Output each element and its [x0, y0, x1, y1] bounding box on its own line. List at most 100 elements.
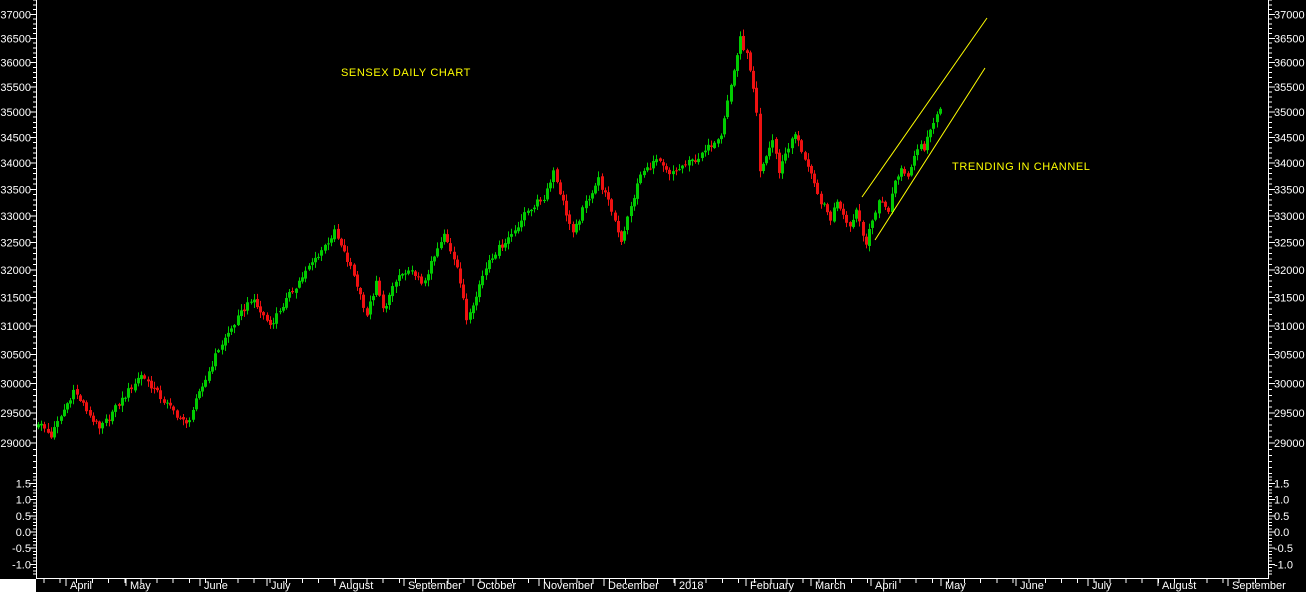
x-axis-month-label: December	[608, 580, 659, 592]
candle-body	[710, 145, 713, 147]
candle-body	[262, 312, 265, 316]
candle-body	[601, 176, 604, 190]
candle-body	[250, 301, 253, 303]
candle-body	[572, 224, 575, 233]
candle-body	[430, 261, 433, 274]
y-axis-label-right: 31000	[1274, 321, 1305, 333]
candle-body	[523, 212, 526, 221]
osc-axis-label-right: -1.0	[1274, 559, 1293, 571]
candle-body	[188, 420, 191, 423]
candle-body	[723, 118, 726, 135]
candle-body	[291, 291, 294, 293]
candle-body	[92, 415, 95, 422]
candle-body	[411, 270, 414, 272]
candle-body	[833, 207, 836, 222]
candle-body	[891, 193, 894, 213]
candle-body	[559, 182, 562, 195]
candle-body	[794, 134, 797, 140]
candle-body	[195, 398, 198, 410]
y-axis-label-left: 32000	[0, 265, 31, 277]
y-axis-label-right: 30500	[1274, 349, 1305, 361]
candle-body	[192, 409, 195, 420]
candle-body	[349, 262, 352, 266]
candle-body	[159, 390, 162, 400]
candle-body	[733, 70, 736, 86]
candle-body	[903, 169, 906, 174]
x-axis-month-label: July	[1092, 580, 1112, 592]
candle-body	[85, 402, 88, 412]
y-axis-label-left: 30500	[0, 349, 31, 361]
candle-body	[179, 417, 182, 419]
y-axis-label-left: 31000	[0, 321, 31, 333]
candle-body	[533, 207, 536, 210]
candle-body	[147, 379, 150, 382]
candle-body	[887, 207, 890, 212]
candle-body	[639, 174, 642, 184]
candle-body	[440, 242, 443, 249]
candle-body	[865, 236, 868, 245]
candle-body	[775, 138, 778, 154]
candle-body	[691, 159, 694, 162]
candle-body	[243, 309, 246, 312]
candle-body	[900, 168, 903, 177]
candle-body	[778, 152, 781, 173]
y-axis-label-right: 29000	[1274, 438, 1305, 450]
candle-body	[233, 325, 236, 328]
candle-body	[469, 312, 472, 320]
osc-axis-label-right: 1.0	[1274, 495, 1289, 507]
candle-body	[60, 416, 63, 421]
candle-body	[230, 328, 233, 332]
candle-body	[633, 198, 636, 207]
candle-body	[939, 108, 942, 114]
osc-axis-label-left: 0.5	[16, 511, 31, 523]
candle-body	[134, 383, 137, 391]
y-axis-label-right: 34000	[1274, 158, 1305, 170]
osc-axis-label-left: 0.0	[16, 527, 31, 539]
y-axis-label-right: 30000	[1274, 379, 1305, 391]
candle-body	[501, 244, 504, 248]
candle-body	[172, 406, 175, 411]
candle-body	[414, 271, 417, 276]
candle-body	[807, 159, 810, 167]
candle-body	[614, 212, 617, 221]
candle-body	[845, 214, 848, 223]
candle-body	[404, 273, 407, 275]
candle-body	[684, 164, 687, 166]
candle-body	[665, 166, 668, 170]
candle-body	[604, 190, 607, 193]
y-axis-label-left: 34500	[0, 133, 31, 145]
candle-body	[543, 199, 546, 201]
candle-body	[105, 418, 108, 423]
candle-body	[304, 270, 307, 279]
candle-body	[897, 176, 900, 180]
candle-body	[578, 221, 581, 225]
y-axis-label-left: 29000	[0, 438, 31, 450]
candle-body	[623, 231, 626, 241]
candle-body	[343, 245, 346, 252]
candle-body	[76, 389, 79, 395]
x-axis-month-label: April	[875, 580, 897, 592]
candle-body	[784, 153, 787, 161]
candle-body	[47, 428, 50, 433]
candle-body	[53, 427, 56, 438]
candle-body	[681, 165, 684, 169]
candle-body	[932, 122, 935, 129]
candle-body	[101, 422, 104, 429]
candle-body	[659, 158, 662, 161]
x-axis-month-label: November	[543, 580, 594, 592]
candle-body	[208, 371, 211, 381]
candle-body	[301, 277, 304, 282]
candle-body	[256, 299, 259, 308]
candle-body	[204, 379, 207, 387]
candle-body	[868, 229, 871, 246]
candle-body	[836, 201, 839, 209]
candle-body	[118, 404, 121, 406]
candle-body	[217, 350, 220, 353]
osc-axis-label-right: 0.5	[1274, 511, 1289, 523]
candle-body	[201, 386, 204, 392]
candle-body	[275, 313, 278, 324]
y-axis-label-right: 32500	[1274, 238, 1305, 250]
candle-body	[804, 152, 807, 160]
candle-body	[98, 421, 101, 429]
channel-lower-line	[874, 67, 986, 241]
